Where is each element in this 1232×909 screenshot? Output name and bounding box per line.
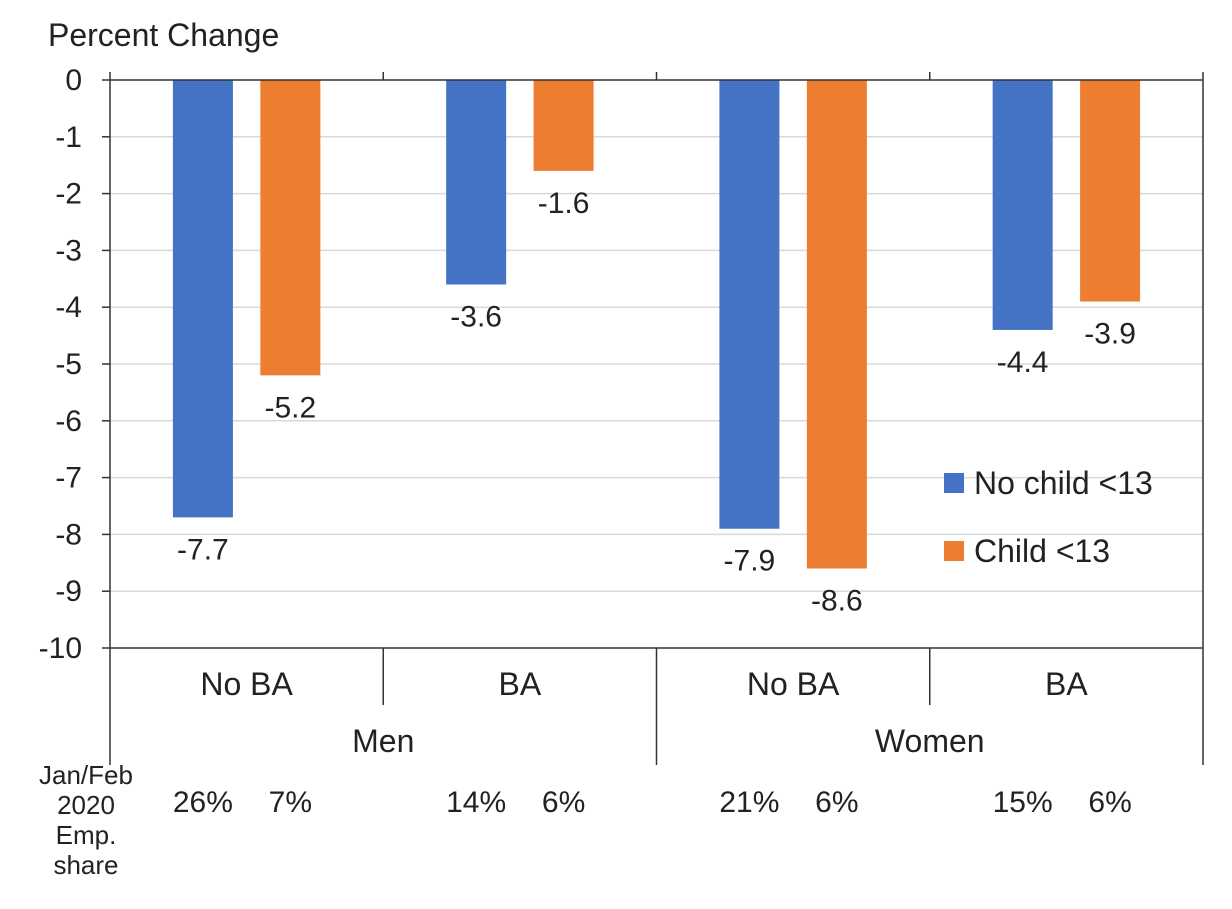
y-tick-label: -2 [55,178,82,211]
category-label: BA [1045,666,1088,702]
y-tick-label: -9 [55,575,82,608]
data-label: -4.4 [997,346,1049,379]
bar-1-1 [533,80,594,171]
y-tick-label: -6 [55,405,82,438]
emp-share-row-label: Emp. [56,820,117,850]
emp-share-value: 14% [446,786,506,819]
bar-0-0 [172,80,233,518]
emp-share-value: 6% [815,786,858,819]
y-tick-label: -10 [39,632,82,665]
data-label: -3.9 [1084,318,1136,351]
category-label: BA [499,666,542,702]
data-label: -8.6 [811,584,863,617]
emp-share-row-label: Jan/Feb [39,760,133,790]
bar-1-0 [260,80,321,376]
y-tick-label: -5 [55,348,82,381]
y-tick-label: -8 [55,518,82,551]
emp-share-value: 7% [269,786,312,819]
emp-share-value: 15% [993,786,1053,819]
group-label: Men [352,723,414,759]
legend-swatch [944,541,964,561]
emp-share-value: 26% [173,786,233,819]
data-label: -5.2 [264,391,316,424]
y-tick-label: 0 [65,64,82,97]
data-label: -1.6 [538,187,590,220]
data-label: -3.6 [450,300,502,333]
emp-share-value: 6% [1088,786,1131,819]
category-label: No BA [200,666,293,702]
emp-share-row-label: share [53,850,118,880]
emp-share-value: 21% [719,786,779,819]
chart-title: Percent Change [48,17,279,53]
data-label: -7.9 [724,545,776,578]
y-tick-label: -7 [55,462,82,495]
legend-label: No child <13 [974,465,1153,501]
category-label: No BA [747,666,840,702]
legend-swatch [944,473,964,493]
bar-1-3 [1080,80,1141,302]
y-tick-label: -1 [55,121,82,154]
bar-1-2 [806,80,867,569]
y-tick-label: -4 [55,291,82,324]
data-label: -7.7 [177,533,229,566]
bar-0-2 [719,80,780,529]
emp-share-value: 6% [542,786,585,819]
bar-0-3 [992,80,1053,330]
emp-share-row-label: 2020 [57,790,115,820]
group-label: Women [875,723,985,759]
y-tick-label: -3 [55,234,82,267]
bar-0-1 [446,80,507,285]
legend-label: Child <13 [974,533,1110,569]
